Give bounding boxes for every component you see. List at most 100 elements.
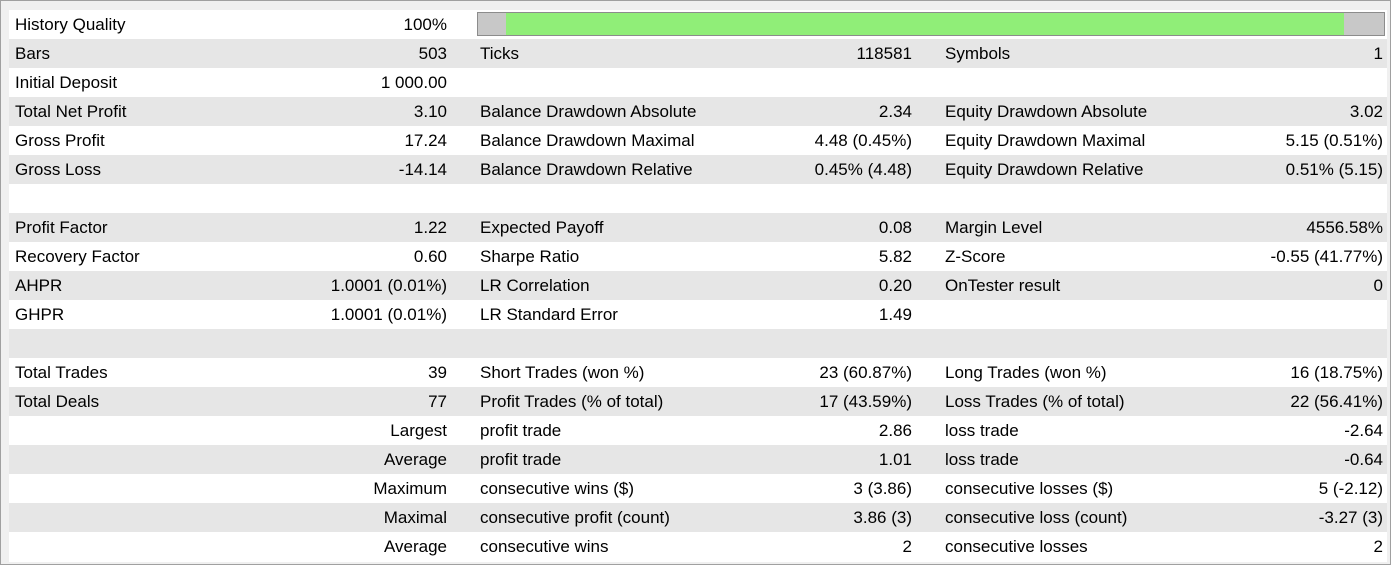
bars-label: Bars bbox=[15, 44, 50, 63]
ticks-value: 118581 bbox=[856, 44, 912, 63]
long-trades-label: Long Trades (won %) bbox=[945, 363, 1107, 382]
profit-factor-value: 1.22 bbox=[413, 218, 447, 237]
gross-loss-value: -14.14 bbox=[398, 160, 447, 179]
balance-dd-absolute-label: Balance Drawdown Absolute bbox=[480, 102, 697, 121]
margin-level-value: 4556.58% bbox=[1306, 218, 1383, 237]
ahpr-value: 1.0001 (0.01%) bbox=[330, 276, 447, 295]
equity-dd-maximal-value: 5.15 (0.51%) bbox=[1285, 131, 1383, 150]
largest-profit-value: 2.86 bbox=[878, 421, 912, 440]
row-average: Average profit trade 1.01 loss trade -0.… bbox=[9, 445, 1387, 474]
row-total-deals: Total Deals 77 Profit Trades (% of total… bbox=[9, 387, 1387, 416]
maximal-profit-label: consecutive profit (count) bbox=[480, 508, 670, 527]
total-net-profit-label: Total Net Profit bbox=[15, 102, 127, 121]
lr-standard-error-label: LR Standard Error bbox=[480, 305, 618, 324]
maximum-loss-label: consecutive losses ($) bbox=[945, 479, 1114, 498]
profit-trades-label: Profit Trades (% of total) bbox=[480, 392, 664, 411]
largest-loss-label: loss trade bbox=[945, 421, 1019, 440]
balance-dd-maximal-label: Balance Drawdown Maximal bbox=[480, 131, 695, 150]
long-trades-value: 16 (18.75%) bbox=[1290, 363, 1383, 382]
largest-prefix: Largest bbox=[390, 421, 447, 440]
row-total-trades: Total Trades 39 Short Trades (won %) 23 … bbox=[9, 358, 1387, 387]
total-trades-label: Total Trades bbox=[15, 363, 108, 382]
maximal-loss-label: consecutive loss (count) bbox=[945, 508, 1128, 527]
initial-deposit-label: Initial Deposit bbox=[15, 73, 118, 92]
ticks-label: Ticks bbox=[480, 44, 520, 63]
average-profit-label: profit trade bbox=[480, 450, 562, 469]
symbols-label: Symbols bbox=[945, 44, 1011, 63]
sharpe-ratio-value: 5.82 bbox=[878, 247, 912, 266]
row-recovery-factor: Recovery Factor 0.60 Sharpe Ratio 5.82 Z… bbox=[9, 242, 1387, 271]
profit-factor-label: Profit Factor bbox=[15, 218, 108, 237]
ahpr-label: AHPR bbox=[15, 276, 63, 295]
balance-dd-maximal-value: 4.48 (0.45%) bbox=[814, 131, 912, 150]
expected-payoff-value: 0.08 bbox=[878, 218, 912, 237]
maximum-loss-value: 5 (-2.12) bbox=[1318, 479, 1383, 498]
loss-trades-value: 22 (56.41%) bbox=[1290, 392, 1383, 411]
ghpr-value: 1.0001 (0.01%) bbox=[330, 305, 447, 324]
short-trades-value: 23 (60.87%) bbox=[819, 363, 912, 382]
ontester-result-value: 0 bbox=[1373, 276, 1383, 295]
total-trades-value: 39 bbox=[428, 363, 447, 382]
equity-dd-absolute-value: 3.02 bbox=[1349, 102, 1383, 121]
average-loss-value: -0.64 bbox=[1344, 450, 1383, 469]
row-history-quality: History Quality 100% bbox=[9, 10, 1387, 39]
largest-profit-label: profit trade bbox=[480, 421, 562, 440]
maximal-loss-value: -3.27 (3) bbox=[1318, 508, 1383, 527]
largest-loss-value: -2.64 bbox=[1344, 421, 1383, 440]
maximum-profit-value: 3 (3.86) bbox=[853, 479, 912, 498]
total-net-profit-value: 3.10 bbox=[413, 102, 447, 121]
row-initial-deposit: Initial Deposit 1 000.00 bbox=[9, 68, 1387, 97]
history-quality-label: History Quality bbox=[15, 15, 126, 34]
maximum-profit-label: consecutive wins ($) bbox=[480, 479, 635, 498]
maximum-prefix: Maximum bbox=[373, 479, 447, 498]
symbols-value: 1 bbox=[1373, 44, 1383, 63]
short-trades-label: Short Trades (won %) bbox=[480, 363, 645, 382]
row-total-net-profit: Total Net Profit 3.10 Balance Drawdown A… bbox=[9, 97, 1387, 126]
equity-dd-absolute-label: Equity Drawdown Absolute bbox=[945, 102, 1148, 121]
expected-payoff-label: Expected Payoff bbox=[480, 218, 604, 237]
ghpr-label: GHPR bbox=[15, 305, 65, 324]
balance-dd-relative-label: Balance Drawdown Relative bbox=[480, 160, 693, 179]
row-spacer bbox=[9, 184, 1387, 213]
recovery-factor-value: 0.60 bbox=[413, 247, 447, 266]
row-gross-profit: Gross Profit 17.24 Balance Drawdown Maxi… bbox=[9, 126, 1387, 155]
equity-dd-maximal-label: Equity Drawdown Maximal bbox=[945, 131, 1146, 150]
average-consecutive-profit-value: 2 bbox=[902, 537, 912, 556]
row-profit-factor: Profit Factor 1.22 Expected Payoff 0.08 … bbox=[9, 213, 1387, 242]
row-ahpr: AHPR 1.0001 (0.01%) LR Correlation 0.20 … bbox=[9, 271, 1387, 300]
equity-dd-relative-label: Equity Drawdown Relative bbox=[945, 160, 1144, 179]
row-largest: Largest profit trade 2.86 loss trade -2.… bbox=[9, 416, 1387, 445]
total-deals-value: 77 bbox=[428, 392, 447, 411]
average-consecutive-loss-label: consecutive losses bbox=[945, 537, 1088, 556]
average-prefix: Average bbox=[383, 450, 447, 469]
lr-correlation-value: 0.20 bbox=[878, 276, 912, 295]
sharpe-ratio-label: Sharpe Ratio bbox=[480, 247, 580, 266]
z-score-label: Z-Score bbox=[945, 247, 1006, 266]
row-spacer bbox=[9, 329, 1387, 358]
average-loss-label: loss trade bbox=[945, 450, 1019, 469]
backtest-report-table: History Quality 100% Bars 503 Ticks 1185… bbox=[9, 10, 1387, 562]
maximal-profit-value: 3.86 (3) bbox=[853, 508, 912, 527]
row-gross-loss: Gross Loss -14.14 Balance Drawdown Relat… bbox=[9, 155, 1387, 184]
bars-value: 503 bbox=[418, 44, 447, 63]
row-bars: Bars 503 Ticks 118581 Symbols 1 bbox=[9, 39, 1387, 68]
history-quality-bar bbox=[477, 12, 1385, 36]
average-profit-value: 1.01 bbox=[878, 450, 912, 469]
row-average-consecutive: Average consecutive wins 2 consecutive l… bbox=[9, 532, 1387, 561]
gross-profit-value: 17.24 bbox=[404, 131, 447, 150]
margin-level-label: Margin Level bbox=[945, 218, 1043, 237]
maximal-prefix: Maximal bbox=[383, 508, 447, 527]
gross-loss-label: Gross Loss bbox=[15, 160, 101, 179]
initial-deposit-value: 1 000.00 bbox=[380, 73, 447, 92]
balance-dd-relative-value: 0.45% (4.48) bbox=[814, 160, 912, 179]
z-score-value: -0.55 (41.77%) bbox=[1270, 247, 1383, 266]
profit-trades-value: 17 (43.59%) bbox=[819, 392, 912, 411]
lr-standard-error-value: 1.49 bbox=[878, 305, 912, 324]
row-ghpr: GHPR 1.0001 (0.01%) LR Standard Error 1.… bbox=[9, 300, 1387, 329]
total-deals-label: Total Deals bbox=[15, 392, 100, 411]
average-consecutive-loss-value: 2 bbox=[1373, 537, 1383, 556]
ontester-result-label: OnTester result bbox=[945, 276, 1061, 295]
row-maximum: Maximum consecutive wins ($) 3 (3.86) co… bbox=[9, 474, 1387, 503]
average-consecutive-prefix: Average bbox=[383, 537, 447, 556]
